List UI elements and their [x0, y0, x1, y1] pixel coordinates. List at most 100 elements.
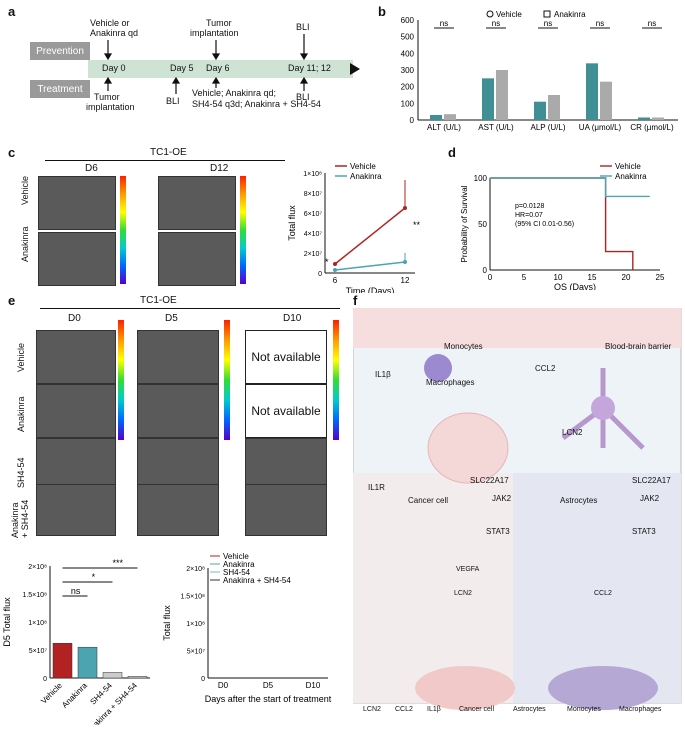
d-stat-line: (95% CI 0.01-0.56) [515, 221, 574, 228]
row-treatment: Treatment [30, 80, 90, 98]
d-legend-label: Vehicle [615, 162, 641, 171]
note-implantation-bottom: implantation [86, 102, 135, 112]
d-x-tick: 5 [522, 273, 527, 282]
c-y-tick: 1×10⁸ [303, 171, 322, 178]
row-prevention: Prevention [30, 42, 90, 60]
image-c-vehicle-d12 [158, 176, 236, 230]
image-e-anakinra-d0 [36, 384, 116, 438]
f-label-stat3-2: STAT3 [632, 527, 656, 536]
legend-monocytes: Monocytes [567, 706, 601, 713]
e1-bar [127, 676, 148, 679]
b-bar [638, 117, 650, 120]
note-bli-day5: BLI [166, 96, 180, 106]
b-legend-vehicle-marker [486, 10, 494, 18]
not-available-vehicle: Not available [245, 330, 327, 384]
e1-sig-label: ns [71, 586, 81, 596]
image-e-sh454-d0 [36, 438, 116, 492]
panel-c-row-anakinra: Anakinra [20, 226, 30, 262]
e2-legend-label: Vehicle [223, 552, 249, 561]
timeline-arrow [350, 63, 360, 75]
e2-y-tick: 1.5×10⁸ [180, 594, 205, 601]
d-x-tick: 15 [588, 273, 597, 282]
b-bar [548, 95, 560, 120]
not-available-anakinra: Not available [245, 384, 327, 438]
b-bar [586, 63, 598, 120]
panel-e-rule [40, 308, 340, 309]
b-bar [652, 117, 664, 120]
image-e-sh454-d5 [137, 438, 219, 492]
f-label-vegfa: VEGFA [456, 566, 480, 573]
image-e-anakinra-d5 [137, 384, 219, 438]
d-y-tick: 50 [478, 220, 487, 229]
panel-c-chart: 0 2×10⁷ 4×10⁷ 6×10⁷ 8×10⁷ 1×10⁸ 6 12 Time (Days)… [287, 162, 421, 293]
b-x-tick: ALP (U/L) [531, 123, 566, 132]
panel-c-col-d6: D6 [85, 163, 98, 174]
f-label-lcn2: LCN2 [562, 428, 583, 437]
b-y-tick: 300 [401, 66, 415, 75]
colorbar-c-1 [120, 176, 126, 284]
f-label-macrophages: Macrophages [426, 378, 475, 387]
c-series-line [334, 207, 406, 265]
b-sig-label: ns [648, 19, 656, 28]
e1-bar [77, 646, 98, 679]
e1-y-tick: 0 [43, 676, 47, 683]
d-legend-label: Anakinra [615, 172, 647, 181]
f-label-astrocytes: Astrocytes [560, 496, 598, 505]
note-anakinra-qd: Anakinra qd [90, 28, 139, 38]
c-y-tick: 6×10⁷ [304, 211, 323, 218]
note-vehicle-or: Vehicle or [90, 18, 130, 28]
b-bar [444, 114, 456, 120]
e1-y-tick: 1×10⁸ [28, 620, 47, 627]
f-label-lcn2-2: LCN2 [454, 590, 472, 597]
legend-astrocytes: Astrocytes [513, 706, 546, 713]
e2-legend-label: Anakinra [223, 560, 255, 569]
image-e-vehicle-d0 [36, 330, 116, 384]
legend-ccl2: CCL2 [395, 706, 413, 713]
d-x-tick: 10 [554, 273, 563, 282]
legend-lcn2: LCN2 [363, 706, 381, 713]
b-y-tick: 400 [401, 49, 415, 58]
f-label-stat3-1: STAT3 [486, 527, 510, 536]
c-y-tick: 0 [318, 271, 322, 278]
c-point [333, 268, 337, 272]
legend-cancer-cell: Cancer cell [459, 706, 495, 713]
legend-il1b: IL1β [427, 706, 441, 713]
d-x-tick: 20 [622, 273, 631, 282]
c-legend-label: Anakinra [350, 172, 382, 181]
timeline-bar [88, 60, 353, 78]
note-tumor-top: Tumor [206, 18, 232, 28]
f-label-cancer-cell: Cancer cell [408, 496, 449, 505]
panel-e-row-combo: Anakinra + SH4-54 [10, 499, 30, 538]
panel-e-col-d0: D0 [68, 313, 81, 324]
f-label-jak2-2: JAK2 [640, 494, 660, 503]
f-legend: LCN2 CCL2 IL1β Cancer cell Astrocytes Mo… [355, 706, 685, 720]
e2-x-label: Days after the start of treatment [205, 694, 332, 704]
e1-y-label: D5 Total flux [2, 597, 12, 647]
note-treatments-2: SH4-54 q3d; Anakinra + SH4-54 [192, 99, 321, 109]
c-point [333, 262, 337, 266]
c-y-tick: 2×10⁷ [304, 251, 323, 258]
b-x-tick: ALT (U/L) [427, 123, 461, 132]
f-label-bbb: Blood-brain barrier [605, 342, 672, 351]
panel-d-chart: 0 5 10 15 20 25 0 50 100 OS (Days) Probability of … [460, 162, 665, 290]
f-label-ccl2: CCL2 [535, 364, 556, 373]
b-bar [600, 81, 612, 120]
f-label-il1b: IL1β [375, 370, 391, 379]
c-x-tick: 12 [401, 276, 410, 285]
b-bar [482, 78, 494, 120]
e2-x-tick: D5 [263, 681, 274, 690]
e1-bar [52, 643, 73, 679]
d-y-tick: 100 [474, 174, 488, 183]
image-c-anakinra-d12 [158, 232, 236, 286]
d-stat-line: p=0.0128 [515, 203, 544, 210]
panel-e-model: TC1-OE [140, 295, 177, 306]
panel-e-col-d5: D5 [165, 313, 178, 324]
b-y-tick: 500 [401, 33, 415, 42]
image-e-vehicle-d5 [137, 330, 219, 384]
day-5: Day 5 [170, 63, 194, 73]
e1-y-tick: 5×10⁷ [29, 648, 48, 655]
b-sig-label: ns [544, 19, 552, 28]
e2-y-label: Total flux [162, 605, 172, 641]
image-e-combo-d10 [245, 484, 327, 536]
